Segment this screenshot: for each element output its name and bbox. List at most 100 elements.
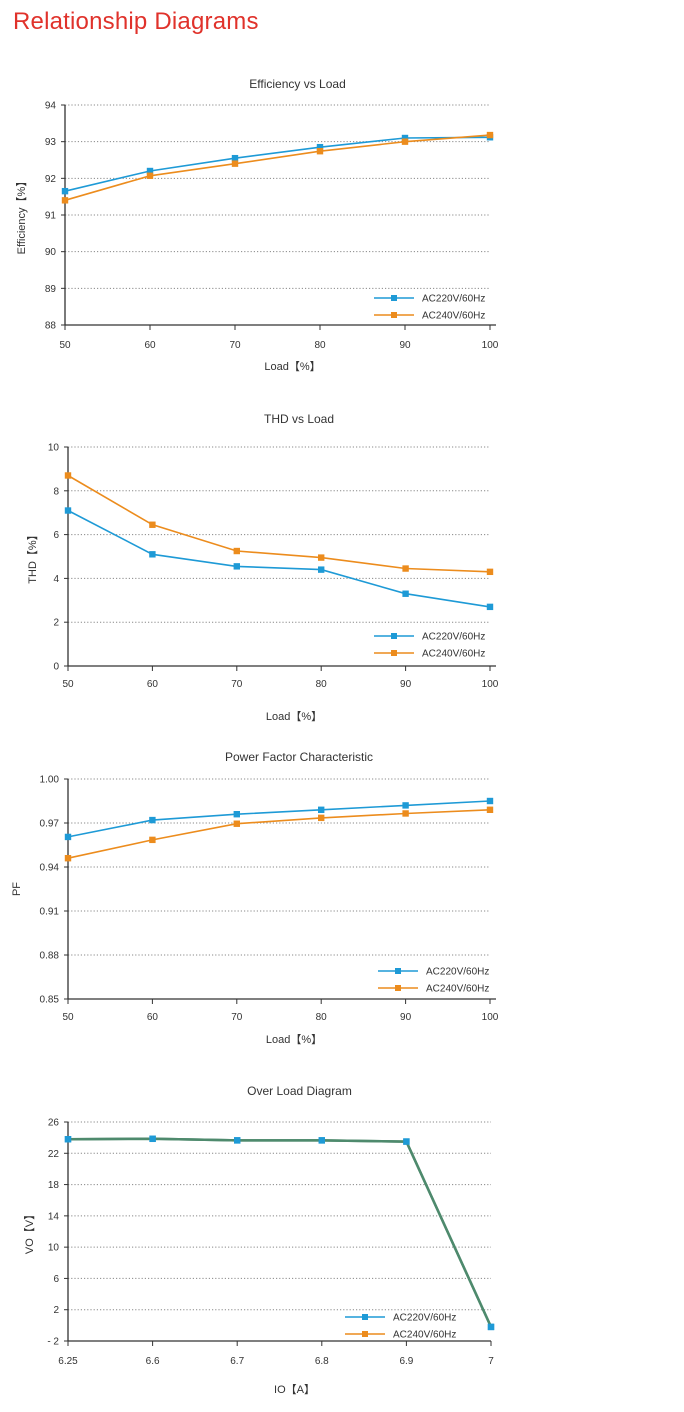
legend-marker [391,312,397,318]
y-axis-label: PF [11,882,23,896]
thd-chart: THD vs Load 10 8 6 4 2 050 60 70 80 90 100 Load【%】 TH… [26,412,499,723]
legend-label: AC220V/60Hz [426,967,489,978]
y-tick-label: 6 [53,1274,59,1285]
y-tick-label: 4 [53,574,59,585]
x-tick-label: 6.25 [58,1356,78,1367]
data-point [149,836,156,844]
data-point [403,1138,410,1145]
power-factor-chart: Power Factor Characteristic 1.00 0.97 0.94 0… [11,750,499,1046]
y-tick-label: 1.00 [40,775,60,786]
chart-title: Efficiency vs Load [249,77,346,91]
series-line [64,136,491,192]
page-title: Relationship Diagrams [13,8,259,35]
data-point [234,1137,241,1144]
x-tick-label: 70 [229,340,241,351]
legend-marker [391,295,397,301]
chart-title: Over Load Diagram [247,1084,352,1098]
x-tick-label: 100 [482,1012,499,1023]
y-tick-label: 10 [48,443,60,454]
data-point [486,806,494,813]
y-tick-label: 6 [53,530,59,541]
x-tick-label: 6.8 [315,1356,329,1367]
data-point [231,160,239,167]
y-tick-label: 2 [53,618,59,629]
data-point [146,167,154,175]
series-line [67,809,491,859]
data-point [149,1135,156,1143]
data-point [64,507,72,514]
x-tick-label: 50 [59,340,71,351]
chart-title: THD vs Load [264,412,334,426]
y-tick-label: 0.85 [40,995,60,1006]
y-tick-label: 94 [45,101,57,112]
x-tick-label: 6.6 [146,1356,160,1367]
series-line [67,509,491,608]
data-point [402,802,409,809]
data-point [318,554,325,561]
x-tick-label: 6.7 [230,1356,244,1367]
y-tick-label: 88 [45,321,57,332]
data-point [486,131,494,139]
data-point [402,565,409,572]
data-point [149,816,156,824]
y-tick-label: 22 [48,1149,60,1160]
legend-label: AC240V/60Hz [393,1330,456,1341]
x-tick-label: 70 [231,679,243,690]
legend-label: AC240V/60Hz [422,311,485,322]
legend-label: AC240V/60Hz [426,984,489,995]
data-point [64,472,72,479]
x-tick-label: 60 [147,679,159,690]
data-point [233,811,240,818]
y-tick-label: 10 [48,1243,60,1254]
data-point [401,138,409,145]
y-tick-label: 91 [45,211,57,222]
data-point [486,568,494,576]
y-tick-label: 0.88 [40,951,60,962]
data-point [146,172,154,179]
data-point [233,820,240,827]
data-point [486,603,494,611]
y-tick-label: 0 [53,662,59,673]
data-point [318,806,325,813]
x-tick-label: 60 [144,340,156,351]
legend-label: AC220V/60Hz [393,1313,456,1324]
data-point [149,551,156,558]
y-axis-label: THD【%】 [26,529,39,583]
y-tick-label: 0.94 [40,863,60,874]
data-point [402,810,409,817]
data-point [316,143,324,151]
data-point [231,154,239,162]
data-point [64,855,72,862]
x-axis-label: Load【%】 [266,1033,322,1046]
y-tick-label: 0.97 [40,819,60,830]
y-tick-label: 90 [45,247,57,258]
x-tick-label: 100 [482,340,499,351]
legend-marker [362,1314,368,1320]
x-axis-label: IO【A】 [274,1383,315,1396]
data-point [318,566,325,573]
y-tick-label: 18 [48,1180,60,1191]
x-tick-label: 90 [399,340,411,351]
x-axis-label: Load【%】 [266,710,322,723]
x-tick-label: 90 [400,679,412,690]
x-tick-label: 50 [62,679,74,690]
x-tick-label: 80 [316,679,328,690]
x-tick-label: 90 [400,1012,412,1023]
y-tick-label: 92 [45,174,57,185]
series-line [67,1137,493,1328]
data-point [316,148,324,155]
legend-marker [395,985,401,991]
x-tick-label: 80 [316,1012,328,1023]
data-point [233,547,240,555]
x-tick-label: 70 [231,1012,243,1023]
data-point [149,521,156,528]
data-point [64,833,72,841]
legend-label: AC220V/60Hz [422,294,485,305]
over-load-chart: Over Load Diagram 26 22 18 14 10 6 2 - 2 6.25 6.6 6… [23,1084,494,1396]
x-tick-label: 80 [314,340,326,351]
legend-label: AC220V/60Hz [422,632,485,643]
y-axis-label: VO【V】 [23,1209,36,1254]
series-line [67,1137,493,1328]
legend-marker [395,968,401,974]
legend-label: AC240V/60Hz [422,649,485,660]
